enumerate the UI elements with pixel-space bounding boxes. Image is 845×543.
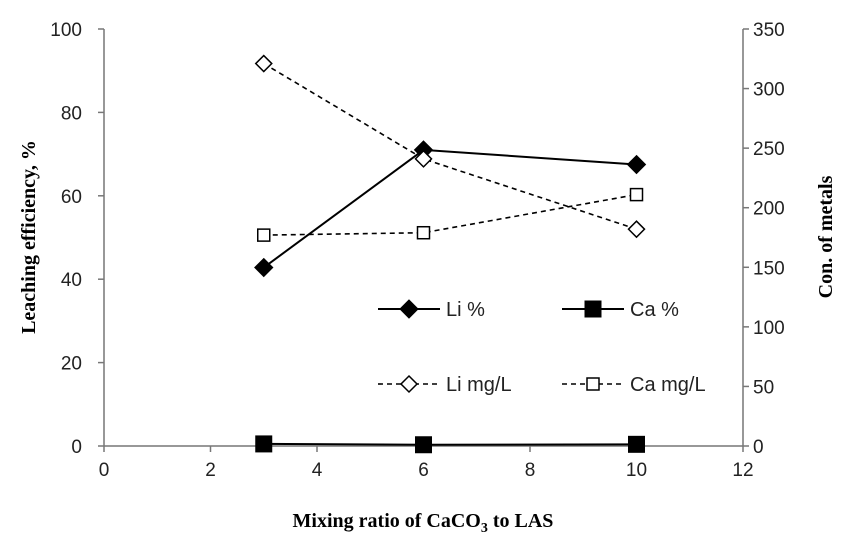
- y2-tick-label: 0: [753, 437, 764, 458]
- series-line-ca-mg-l: [263, 193, 637, 236]
- legend-marker: [399, 374, 419, 394]
- legend-marker: [586, 377, 600, 391]
- series-ca: [255, 435, 645, 454]
- series-layer: [254, 54, 647, 454]
- legend-item-li-mg-l: Li mg/L: [378, 374, 512, 396]
- x-tick-label: 6: [418, 460, 429, 481]
- legend: Li % Ca % Li mg/L Ca mg/L: [378, 299, 706, 396]
- y2-tick-label: 100: [753, 318, 785, 339]
- legend-label: Ca %: [630, 299, 679, 321]
- series-line-li: [263, 148, 637, 269]
- data-point-ca-mg-l: [416, 225, 431, 240]
- legend-label: Ca mg/L: [630, 374, 706, 396]
- data-point-li-mg-l: [414, 149, 433, 168]
- y-tick-label: 20: [61, 354, 82, 375]
- tick-labels: 0 2 4 6 8 10 120204060801000501001502002503003…: [50, 20, 784, 481]
- y-axis-title: Leaching efficiency, %: [18, 140, 40, 334]
- x-tick-label: 10: [626, 460, 647, 481]
- y2-tick-label: 150: [753, 258, 785, 279]
- x-tick-label: 0: [99, 460, 110, 481]
- series-li-mg-l: [254, 54, 646, 239]
- y2-tick-label: 50: [753, 377, 774, 398]
- data-point-ca: [628, 435, 645, 453]
- data-point-ca: [415, 436, 432, 454]
- series-li: [254, 140, 647, 278]
- data-point-ca: [255, 435, 273, 453]
- series-line-ca: [263, 442, 637, 446]
- data-point-li: [254, 257, 274, 278]
- y-tick-label: 80: [61, 103, 82, 124]
- legend-label: Li %: [446, 299, 485, 321]
- y2-tick-label: 250: [753, 139, 785, 160]
- legend-marker: [584, 300, 602, 318]
- legend-label: Li mg/L: [446, 374, 512, 396]
- y2-tick-label: 300: [753, 80, 785, 101]
- y-tick-label: 100: [50, 20, 82, 41]
- x-tick-label: 12: [732, 460, 753, 481]
- y-tick-label: 60: [61, 187, 82, 208]
- data-point-li: [626, 154, 647, 175]
- data-point-ca-mg-l: [629, 187, 644, 202]
- x-tick-label: 4: [312, 460, 323, 481]
- y2-tick-label: 350: [753, 20, 785, 41]
- y2-axis-title: Con. of metals: [815, 175, 837, 298]
- legend-item-ca: Ca %: [562, 299, 679, 321]
- legend-item-ca-mg-l: Ca mg/L: [562, 374, 706, 396]
- x-tick-label: 8: [525, 460, 536, 481]
- data-point-li-mg-l: [627, 220, 646, 239]
- series-line-li-mg-l: [263, 62, 637, 230]
- legend-item-li: Li %: [378, 299, 485, 321]
- y-tick-label: 40: [61, 270, 82, 291]
- series-ca-mg-l: [257, 187, 644, 242]
- data-point-li-mg-l: [254, 54, 273, 73]
- x-axis-title: Mixing ratio of CaCO3 to LAS: [293, 510, 554, 536]
- legend-marker: [399, 299, 419, 319]
- y-tick-label: 0: [71, 437, 82, 458]
- y2-tick-label: 200: [753, 199, 785, 220]
- data-point-ca-mg-l: [257, 228, 271, 242]
- x-tick-label: 2: [205, 460, 216, 481]
